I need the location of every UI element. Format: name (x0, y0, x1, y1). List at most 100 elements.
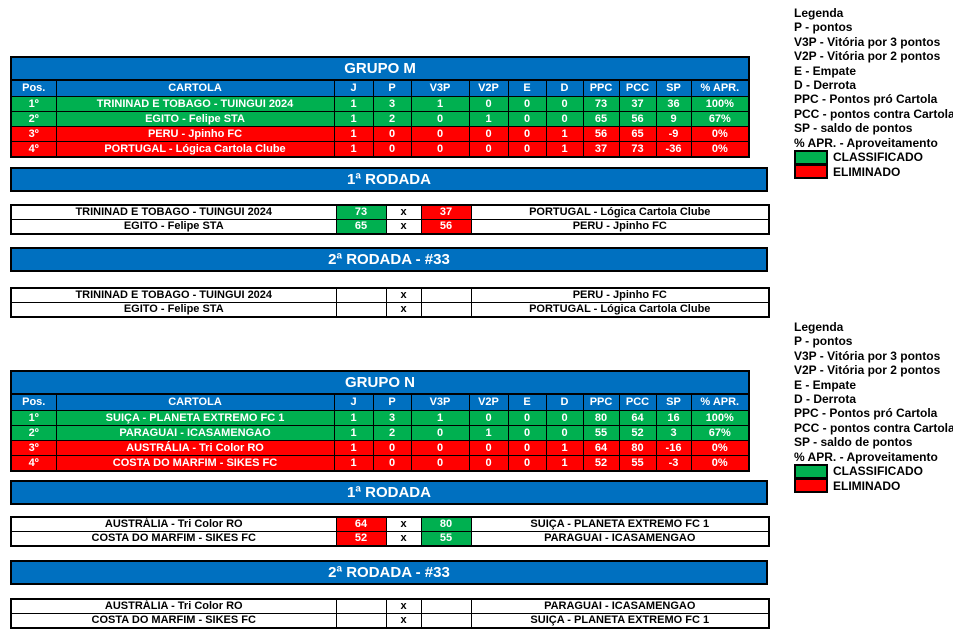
match-row: COSTA DO MARFIM - SIKES FC 52 x 55 PARAG… (10, 531, 770, 547)
pos-cell: 4º (10, 141, 57, 158)
match-row: AUSTRÁLIA - Tri Color RO 64 x 80 SUIÇA -… (10, 516, 770, 532)
stat-cell: 1 (333, 440, 374, 456)
round-header-bar: 2ª RODADA - #33 (10, 560, 768, 585)
stat-cell: 3 (655, 425, 692, 441)
stat-cell: 65 (582, 111, 620, 127)
home-team-cell: AUSTRÁLIA - Tri Color RO (10, 598, 337, 614)
standings-row: 2º PARAGUAI - ICASAMENGAO 1 2 0 1 0 0 55… (10, 425, 750, 441)
col-header-d: D (545, 79, 584, 97)
stat-cell: 0 (507, 410, 547, 426)
stat-cell: 1 (333, 126, 374, 142)
standings-row: 1º SUIÇA - PLANETA EXTREMO FC 1 1 3 1 0 … (10, 410, 750, 426)
stat-cell: 2 (372, 111, 412, 127)
col-header-apr: % APR. (690, 393, 750, 411)
col-header-v3p: V3P (410, 79, 470, 97)
stat-cell: 0 (410, 111, 470, 127)
stat-cell: 0 (545, 111, 584, 127)
legend-line: E - Empate (794, 63, 857, 78)
standings-header-row: Pos. CARTOLA J P V3P V2P E D PPC PCC SP … (10, 79, 750, 97)
stat-cell: 0 (507, 96, 547, 112)
away-team-cell: SUIÇA - PLANETA EXTREMO FC 1 (470, 613, 770, 629)
stat-cell: 0 (545, 425, 584, 441)
away-score-cell (420, 613, 472, 629)
stat-cell: 37 (582, 141, 620, 158)
stat-cell: 36 (655, 96, 692, 112)
col-header-ppc: PPC (582, 393, 620, 411)
pos-cell: 1º (10, 96, 57, 112)
stat-cell: 0% (690, 126, 750, 142)
stat-cell: 1 (410, 96, 470, 112)
stat-cell: 0% (690, 455, 750, 472)
stat-cell: 0 (410, 141, 470, 158)
col-header-e: E (507, 79, 547, 97)
stat-cell: 67% (690, 111, 750, 127)
group-title: GRUPO M (10, 56, 750, 81)
home-team-cell: TRININAD E TOBAGO - TUINGUI 2024 (10, 204, 337, 220)
legend-line: V3P - Vitória por 3 pontos (794, 348, 941, 363)
round-header-bar: 1ª RODADA (10, 167, 768, 192)
team-cell: PORTUGAL - Lógica Cartola Clube (55, 141, 335, 158)
stat-cell: 0 (468, 440, 509, 456)
stat-cell: -3 (655, 455, 692, 472)
group-n-round2-matches: AUSTRÁLIA - Tri Color RO x PARAGUAI - IC… (10, 598, 770, 629)
classified-swatch (794, 463, 828, 479)
legend-line: PPC - Pontos pró Cartola (794, 92, 938, 107)
versus-cell: x (385, 598, 422, 614)
col-header-d: D (545, 393, 584, 411)
versus-cell: x (385, 204, 422, 220)
stat-cell: 2 (372, 425, 412, 441)
eliminated-legend-row: ELIMINADO (794, 477, 953, 494)
stat-cell: 80 (582, 410, 620, 426)
stat-cell: 1 (468, 111, 509, 127)
col-header-j: J (333, 79, 374, 97)
versus-cell: x (385, 613, 422, 629)
stat-cell: 0 (410, 455, 470, 472)
match-row: EGITO - Felipe STA x PORTUGAL - Lógica C… (10, 302, 770, 318)
stat-cell: 1 (333, 410, 374, 426)
eliminated-legend-row: ELIMINADO (794, 163, 953, 180)
away-score-cell: 80 (420, 516, 472, 532)
match-row: AUSTRÁLIA - Tri Color RO x PARAGUAI - IC… (10, 598, 770, 614)
legend-line: E - Empate (794, 377, 857, 392)
col-header-ppc: PPC (582, 79, 620, 97)
col-header-v3p: V3P (410, 393, 470, 411)
group-title: GRUPO N (10, 370, 750, 395)
stat-cell: 1 (545, 455, 584, 472)
away-score-cell: 55 (420, 531, 472, 547)
stat-cell: 1 (410, 410, 470, 426)
group-title-row: GRUPO N (10, 370, 750, 395)
home-score-cell (335, 287, 387, 303)
stat-cell: 73 (618, 141, 657, 158)
stat-cell: 3 (372, 410, 412, 426)
col-header-j: J (333, 393, 374, 411)
stat-cell: 3 (372, 96, 412, 112)
stat-cell: 0 (468, 126, 509, 142)
standings-header-row: Pos. CARTOLA J P V3P V2P E D PPC PCC SP … (10, 393, 750, 411)
standings-row: 3º PERU - Jpinho FC 1 0 0 0 0 1 56 65 -9… (10, 126, 750, 142)
home-team-cell: EGITO - Felipe STA (10, 302, 337, 318)
col-header-v2p: V2P (468, 393, 509, 411)
standings-row: 4º PORTUGAL - Lógica Cartola Clube 1 0 0… (10, 141, 750, 158)
stat-cell: 65 (618, 126, 657, 142)
away-team-cell: SUIÇA - PLANETA EXTREMO FC 1 (470, 516, 770, 532)
legend-line: D - Derrota (794, 77, 857, 92)
col-header-sp: SP (655, 393, 692, 411)
legend-line: SP - saldo de pontos (794, 121, 913, 136)
team-cell: PARAGUAI - ICASAMENGAO (55, 425, 335, 441)
stat-cell: 0 (410, 126, 470, 142)
classified-swatch (794, 149, 828, 165)
away-team-cell: PERU - Jpinho FC (470, 219, 770, 235)
stat-cell: -16 (655, 440, 692, 456)
home-score-cell (335, 598, 387, 614)
stat-cell: 0 (507, 425, 547, 441)
stat-cell: 9 (655, 111, 692, 127)
standings-row: 4º COSTA DO MARFIM - SIKES FC 1 0 0 0 0 … (10, 455, 750, 472)
standings-row: 2º EGITO - Felipe STA 1 2 0 1 0 0 65 56 … (10, 111, 750, 127)
team-cell: TRININAD E TOBAGO - TUINGUI 2024 (55, 96, 335, 112)
stat-cell: 0 (372, 126, 412, 142)
versus-cell: x (385, 531, 422, 547)
team-cell: COSTA DO MARFIM - SIKES FC (55, 455, 335, 472)
stat-cell: 1 (333, 96, 374, 112)
stat-cell: -9 (655, 126, 692, 142)
